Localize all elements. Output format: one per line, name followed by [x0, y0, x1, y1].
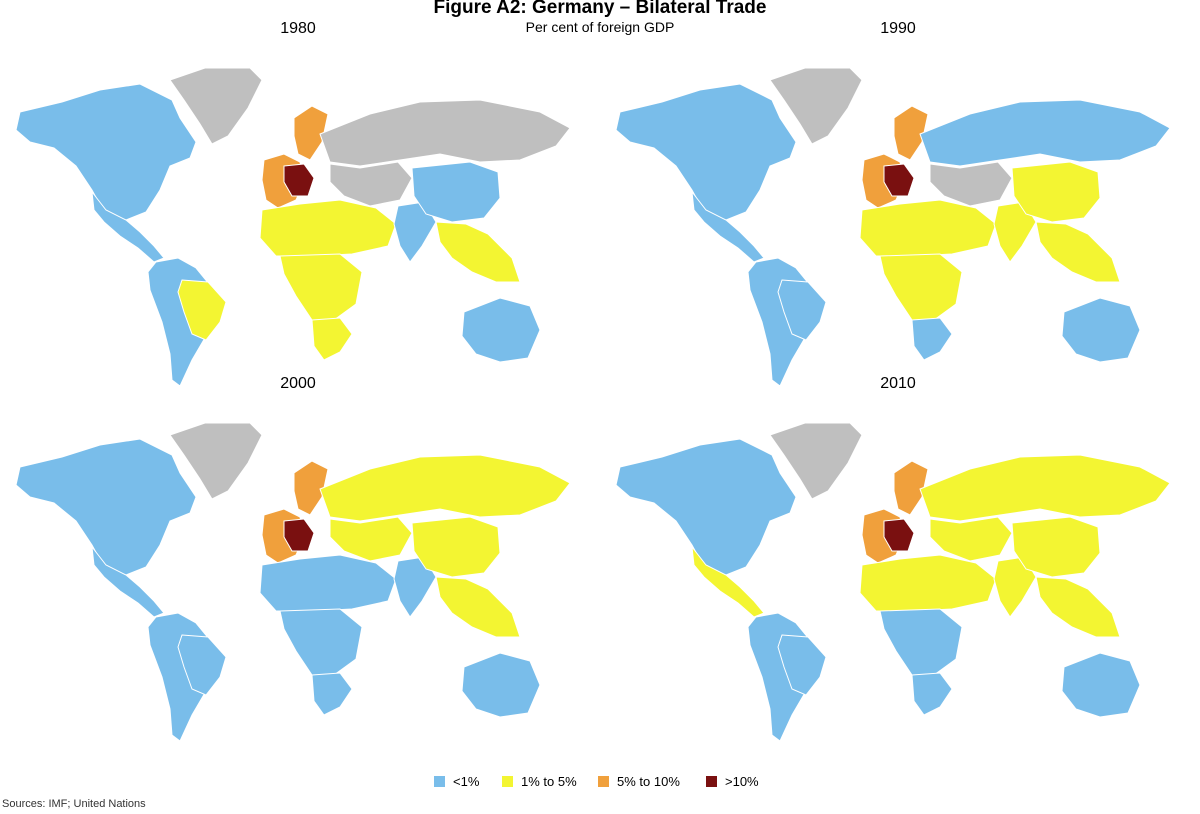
region-north-africa-mideast — [859, 199, 997, 257]
region-mexico-central — [91, 545, 165, 618]
panel-year-label: 2000 — [280, 375, 316, 392]
legend-item-lt1: <1% — [434, 771, 479, 791]
region-central-asia — [329, 516, 413, 562]
legend-label: >10% — [725, 773, 759, 789]
region-southern-africa — [911, 672, 953, 716]
region-china — [1011, 516, 1101, 578]
region-australia — [461, 297, 541, 363]
region-north-africa-mideast — [259, 199, 397, 257]
region-central-asia — [929, 161, 1013, 207]
region-central-africa — [879, 253, 963, 321]
legend-label: <1% — [453, 773, 480, 789]
region-southeast-asia — [1035, 221, 1121, 283]
map-panel-2010: 2010 — [600, 375, 1200, 750]
legend-item-5to10: 5% to 10% — [598, 771, 680, 791]
region-north-africa-mideast — [859, 554, 997, 612]
region-brazil — [777, 634, 827, 696]
region-russia — [919, 99, 1171, 167]
region-central-europe — [283, 518, 315, 552]
region-russia — [919, 454, 1171, 522]
region-greenland — [169, 67, 263, 145]
region-north-america — [15, 438, 197, 576]
region-brazil — [177, 279, 227, 341]
region-mexico-central — [691, 190, 765, 263]
region-russia — [319, 454, 571, 522]
region-central-europe — [883, 518, 915, 552]
map-panel-2000: 2000 — [0, 375, 600, 750]
region-central-europe — [883, 163, 915, 197]
legend-label: 5% to 10% — [617, 773, 680, 789]
world-map — [15, 422, 571, 742]
region-china — [411, 161, 501, 223]
world-map — [615, 422, 1171, 742]
panel-year-label: 2010 — [880, 375, 916, 392]
panel-year-label: 1990 — [880, 20, 916, 37]
region-north-america — [615, 83, 797, 221]
legend-label: 1% to 5% — [521, 773, 577, 789]
region-central-europe — [283, 163, 315, 197]
region-central-africa — [279, 253, 363, 321]
legend-swatch — [434, 775, 445, 787]
region-brazil — [777, 279, 827, 341]
map-panel-1980: 1980 — [0, 20, 600, 395]
region-southern-africa — [911, 317, 953, 361]
legend-item-1to5: 1% to 5% — [502, 771, 577, 791]
source-note: Sources: IMF; United Nations — [2, 798, 146, 810]
region-central-asia — [929, 516, 1013, 562]
region-north-america — [615, 438, 797, 576]
legend-item-gt10: >10% — [706, 771, 759, 791]
region-central-africa — [279, 608, 363, 676]
region-greenland — [769, 422, 863, 500]
region-mexico-central — [91, 190, 165, 263]
region-north-america — [15, 83, 197, 221]
region-central-africa — [879, 608, 963, 676]
region-greenland — [169, 422, 263, 500]
legend-swatch — [598, 775, 609, 787]
region-north-africa-mideast — [259, 554, 397, 612]
world-map — [15, 67, 571, 387]
region-southern-africa — [311, 317, 353, 361]
region-southern-africa — [311, 672, 353, 716]
region-southeast-asia — [1035, 576, 1121, 638]
region-scandinavia — [893, 105, 929, 161]
region-southeast-asia — [435, 576, 521, 638]
region-mexico-central — [691, 545, 765, 618]
region-russia — [319, 99, 571, 167]
figure-subtitle: Per cent of foreign GDP — [525, 19, 675, 35]
map-panel-1990: 1990 — [600, 20, 1200, 395]
region-scandinavia — [293, 460, 329, 516]
panel-year-label: 1980 — [280, 20, 316, 37]
region-australia — [461, 652, 541, 718]
region-australia — [1061, 297, 1141, 363]
figure-title: Figure A2: Germany – Bilateral Trade — [433, 0, 767, 18]
region-australia — [1061, 652, 1141, 718]
legend: <1% 1% to 5% 5% to 10% >10% — [0, 771, 1200, 791]
world-map — [615, 67, 1171, 387]
region-southeast-asia — [435, 221, 521, 283]
legend-swatch — [706, 775, 717, 787]
region-brazil — [177, 634, 227, 696]
region-china — [1011, 161, 1101, 223]
region-greenland — [769, 67, 863, 145]
region-scandinavia — [893, 460, 929, 516]
region-central-asia — [329, 161, 413, 207]
region-scandinavia — [293, 105, 329, 161]
region-china — [411, 516, 501, 578]
legend-swatch — [502, 775, 513, 787]
